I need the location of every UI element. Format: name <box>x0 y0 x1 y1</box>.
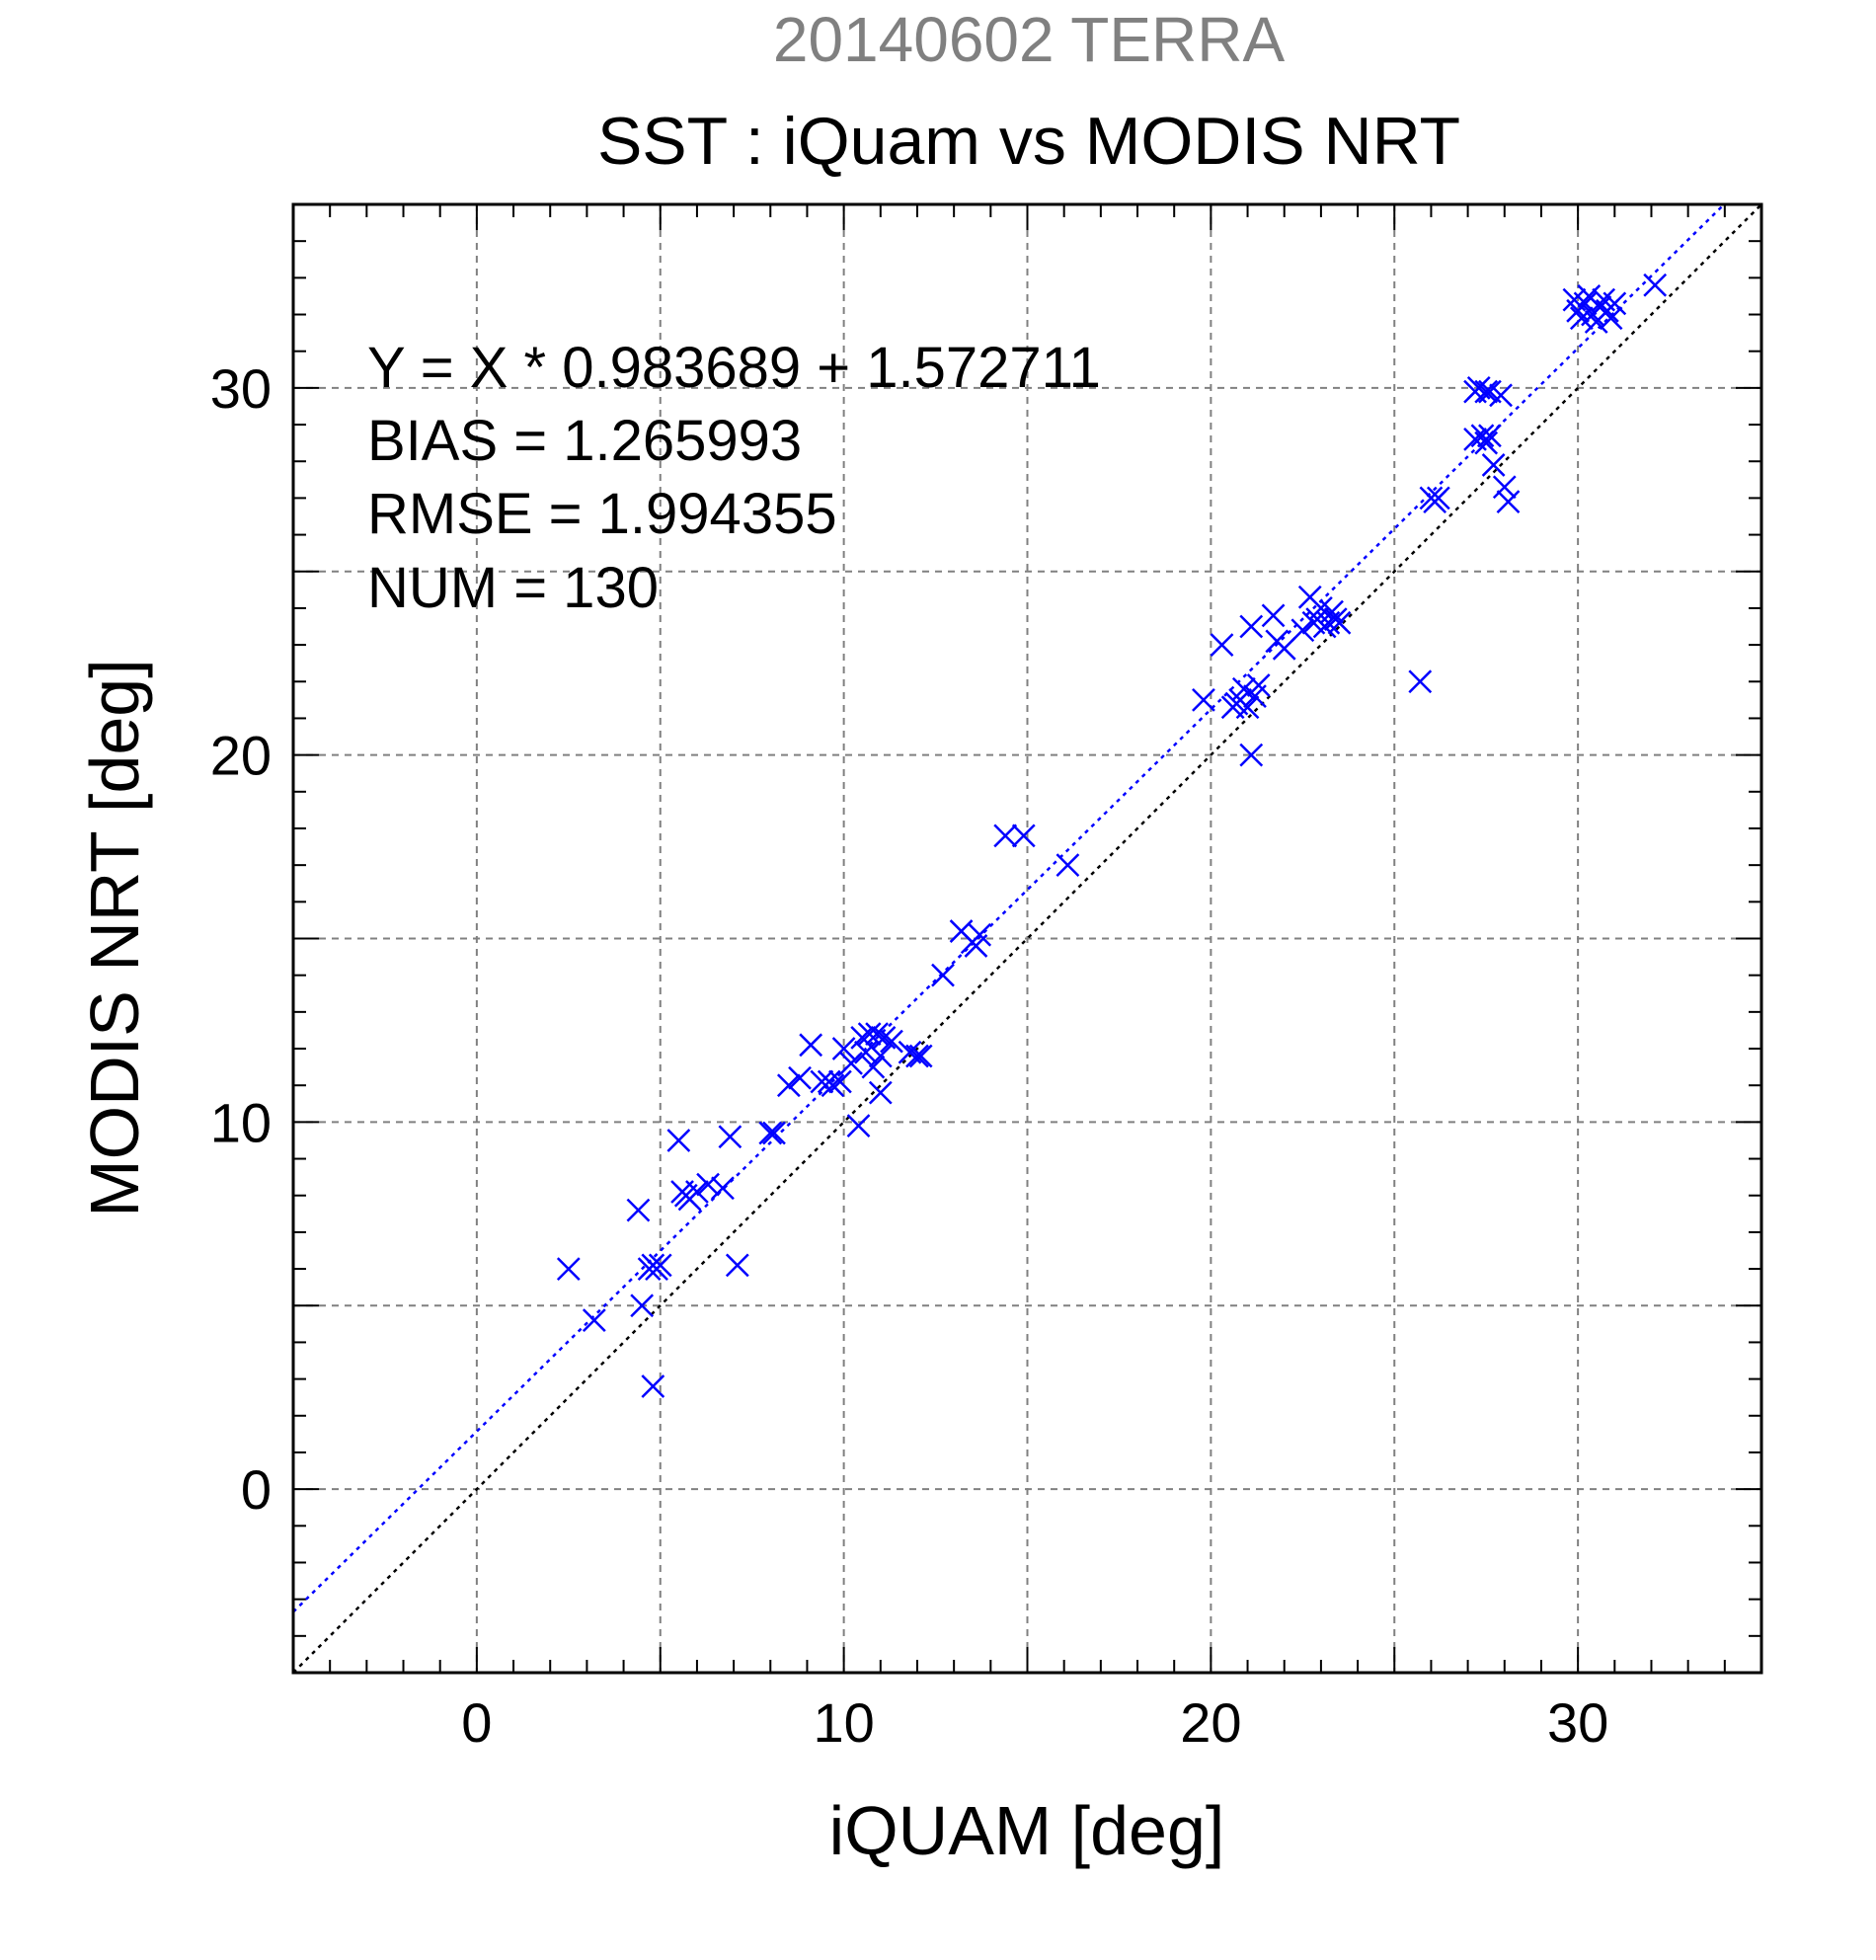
data-point <box>1327 610 1352 635</box>
data-point <box>846 1114 871 1137</box>
data-point <box>788 1065 812 1090</box>
data-point <box>905 1044 929 1068</box>
x-axis-label: iQUAM [deg] <box>829 1792 1225 1869</box>
data-point <box>1426 486 1450 510</box>
data-point <box>1235 695 1260 720</box>
data-point <box>865 1022 889 1047</box>
data-point <box>821 1073 845 1098</box>
data-point <box>1011 823 1036 848</box>
data-point <box>1192 687 1215 712</box>
plot-frame <box>291 202 1763 1675</box>
y-axis-label: MODIS NRT [deg] <box>76 659 153 1216</box>
x-tick-label: 30 <box>1547 1691 1608 1754</box>
y-tick-label: 10 <box>210 1091 272 1153</box>
x-tick-label: 10 <box>813 1691 874 1754</box>
data-point <box>1573 291 1598 316</box>
data-point <box>641 1374 665 1398</box>
data-point <box>1246 673 1271 697</box>
data-point <box>1492 475 1517 500</box>
data-point <box>1408 669 1433 694</box>
data-point <box>758 1121 783 1145</box>
tick-labels: 0 10 20 30 0 10 20 30 <box>210 357 1609 1754</box>
data-point <box>1210 633 1234 657</box>
data-point <box>1239 614 1264 639</box>
data-point <box>850 1025 875 1050</box>
y-tick-label: 0 <box>241 1458 272 1521</box>
stats-equation: Y = X * 0.983689 + 1.572711 <box>367 336 1101 400</box>
data-point <box>648 1253 672 1278</box>
data-point <box>725 1253 749 1278</box>
regression-fit-line <box>293 204 1726 1613</box>
data-point <box>828 1069 852 1094</box>
data-point <box>993 823 1018 848</box>
data-point <box>1643 273 1668 297</box>
data-point <box>718 1125 743 1149</box>
data-point <box>1489 383 1513 408</box>
data-point <box>1470 424 1495 448</box>
data-point <box>1474 379 1499 404</box>
stats-bias: BIAS = 1.265993 <box>367 409 802 473</box>
data-point <box>799 1033 823 1058</box>
data-point <box>696 1172 720 1197</box>
data-point <box>968 922 992 947</box>
data-point <box>839 1052 863 1075</box>
grid <box>293 204 1761 1673</box>
data-point <box>854 1040 878 1064</box>
data-point <box>626 1198 651 1222</box>
data-point <box>1599 306 1623 331</box>
data-point <box>582 1308 606 1333</box>
y-tick-label: 30 <box>210 357 272 420</box>
x-tick-label: 20 <box>1180 1691 1241 1754</box>
data-point <box>872 1025 897 1050</box>
chart-subtitle: 20140602 TERRA <box>773 4 1286 75</box>
data-point <box>861 1055 886 1079</box>
data-point <box>908 1044 933 1068</box>
data-point <box>868 1080 893 1105</box>
data-point <box>776 1073 801 1098</box>
data-points <box>556 273 1668 1398</box>
data-point <box>880 1029 903 1054</box>
data-point <box>1478 424 1502 448</box>
data-point <box>831 1037 856 1060</box>
data-point <box>1481 453 1506 477</box>
data-point <box>1055 853 1080 878</box>
data-point <box>1290 618 1315 643</box>
data-point <box>931 963 955 987</box>
reference-lines <box>293 204 1761 1673</box>
data-point <box>762 1121 786 1145</box>
data-point <box>711 1176 735 1201</box>
stats-num: NUM = 130 <box>367 556 659 620</box>
chart-title: SST : iQuam vs MODIS NRT <box>597 104 1460 179</box>
data-point <box>1474 431 1499 455</box>
data-point <box>1320 599 1344 624</box>
y-tick-label: 20 <box>210 725 272 787</box>
data-point <box>666 1129 691 1152</box>
data-point <box>1261 603 1286 628</box>
x-tick-label: 0 <box>461 1691 492 1754</box>
data-point <box>1239 743 1264 767</box>
data-point <box>556 1257 581 1281</box>
data-point <box>1602 291 1627 316</box>
data-point <box>1272 636 1296 661</box>
data-point <box>1496 490 1521 514</box>
data-point <box>630 1294 655 1318</box>
data-point <box>868 1044 893 1068</box>
data-point <box>1231 676 1256 701</box>
stats-rmse: RMSE = 1.994355 <box>367 482 837 546</box>
data-point <box>685 1180 709 1204</box>
data-point <box>857 1022 882 1047</box>
